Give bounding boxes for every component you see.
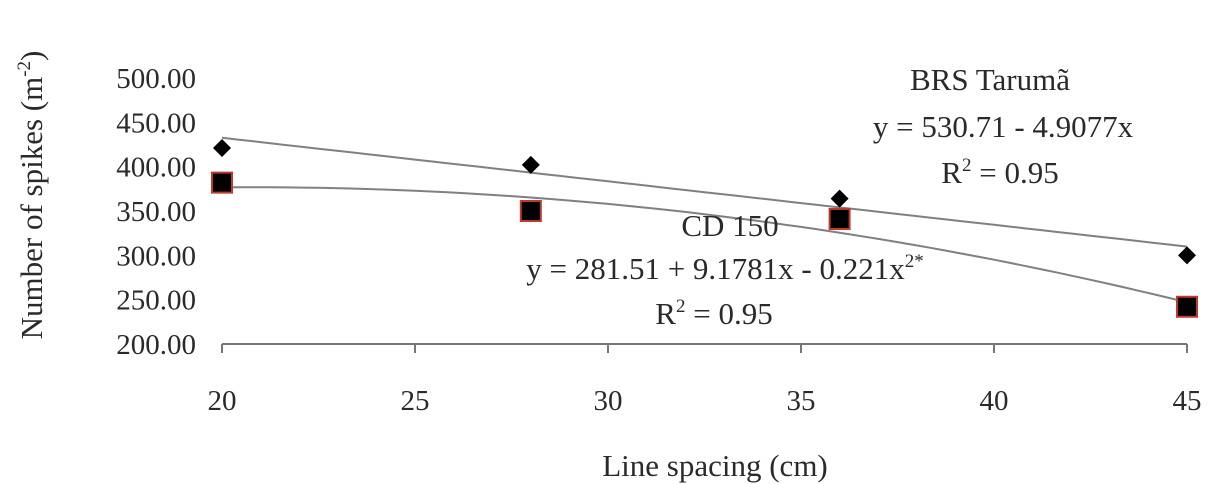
- x-tick-label: 30: [594, 385, 623, 417]
- x-tick-label: 25: [401, 385, 430, 417]
- data-point-brs-taruma: [1178, 246, 1196, 265]
- x-axis-title: Line spacing (cm): [602, 448, 828, 483]
- x-tick-label: 20: [208, 385, 237, 417]
- data-point-brs-taruma: [830, 189, 849, 208]
- y-tick-label: 450.00: [116, 107, 196, 139]
- annotation-cd-150: CD 150 y = 281.51 + 9.1781x - 0.221x2* R…: [526, 208, 924, 331]
- y-tick-label: 400.00: [116, 152, 196, 184]
- data-point-cd-150: [828, 207, 851, 230]
- y-tick-label: 500.00: [116, 63, 196, 95]
- data-point-cd-150: [211, 171, 233, 194]
- data-point-brs-taruma: [213, 139, 231, 158]
- y-tick-label: 200.00: [116, 329, 196, 361]
- equation-brs-taruma: y = 530.71 - 4.9077x: [873, 109, 1134, 144]
- data-point-cd-150: [1176, 295, 1198, 318]
- y-axis-title: Number of spikes (m-2): [14, 51, 49, 340]
- data-point-brs-taruma: [521, 155, 540, 174]
- annotation-brs-taruma: BRS Tarumã y = 530.71 - 4.9077x R2 = 0.9…: [873, 62, 1134, 190]
- r2-brs-taruma: R2 = 0.95: [941, 155, 1058, 190]
- x-axis-ticks: 20 25 30 35 40 45: [208, 344, 1202, 417]
- y-axis-ticks: 200.00 250.00 300.00 350.00 400.00 450.00 500.…: [116, 63, 196, 361]
- x-tick-label: 45: [1173, 385, 1202, 417]
- trend-line-brs-taruma: [221, 136, 1188, 248]
- data-point-cd-150: [519, 200, 542, 222]
- series-name-brs-taruma: BRS Tarumã: [910, 62, 1070, 97]
- equation-cd-150: y = 281.51 + 9.1781x - 0.221x2*: [526, 251, 924, 286]
- y-tick-label: 300.00: [116, 240, 196, 272]
- x-tick-label: 35: [787, 385, 816, 417]
- trend-lines: [221, 136, 1188, 304]
- data-points: [211, 139, 1198, 318]
- r2-cd-150: R2 = 0.95: [655, 296, 772, 331]
- plot-area: 20 25 30 35 40 45 200.00 250.00 300.00 350.00 400…: [116, 63, 1201, 417]
- x-tick-label: 40: [980, 385, 1009, 417]
- y-tick-label: 250.00: [116, 285, 196, 317]
- series-name-cd-150: CD 150: [681, 208, 778, 243]
- trend-line-cd-150: [221, 186, 1188, 304]
- y-axis-title-superscript: -2: [14, 61, 35, 77]
- y-tick-label: 350.00: [116, 196, 196, 228]
